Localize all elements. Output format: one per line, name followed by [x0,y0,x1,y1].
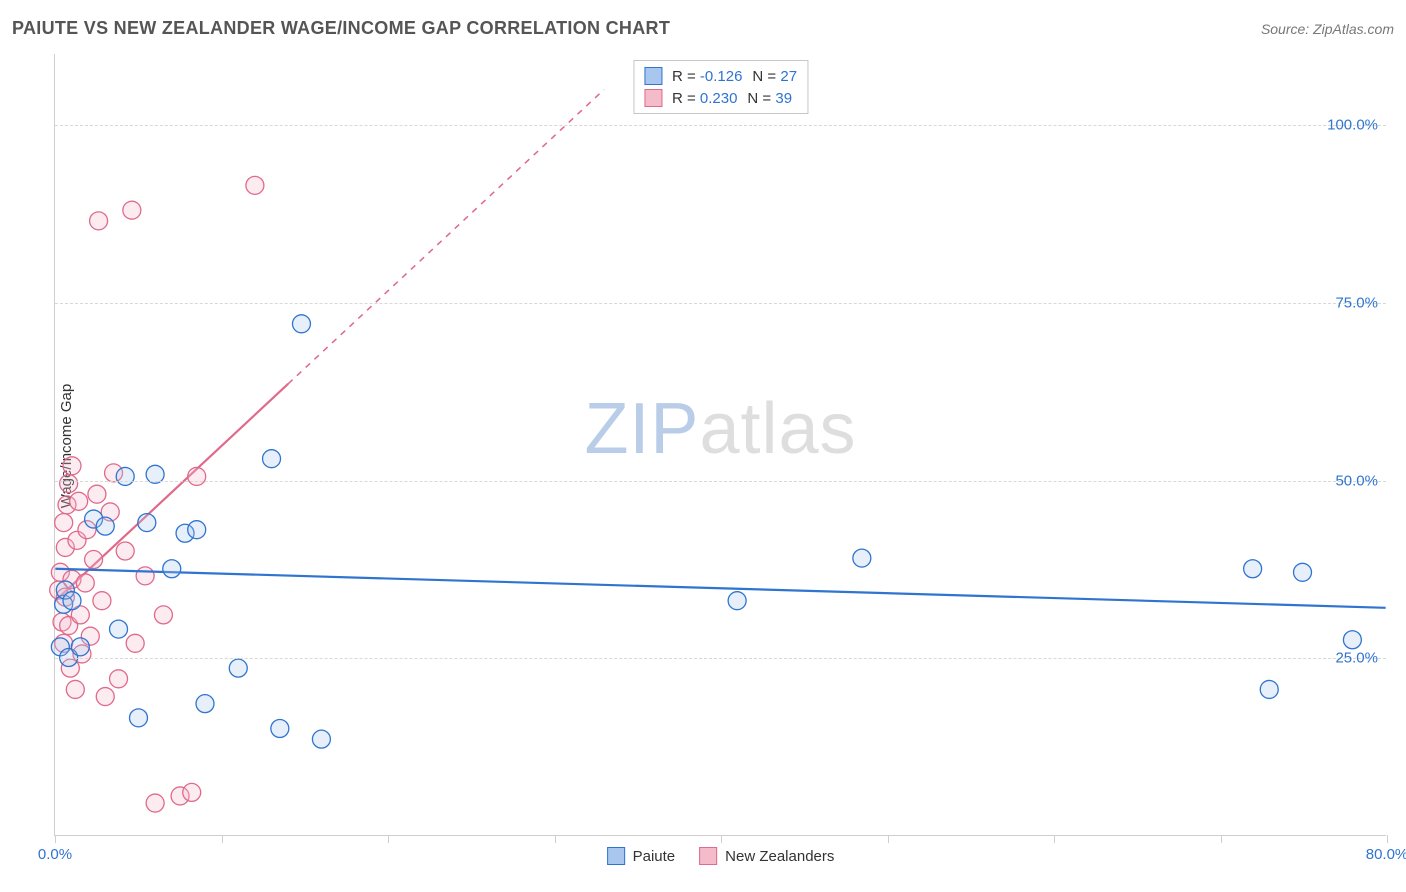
data-point-newzealanders [110,670,128,688]
y-tick-label: 50.0% [1335,472,1378,489]
data-point-newzealanders [90,212,108,230]
data-point-paiute [263,450,281,468]
x-tick-label: 80.0% [1366,846,1406,863]
x-tick [555,835,556,843]
series-legend: Paiute New Zealanders [607,847,835,865]
data-point-paiute [138,514,156,532]
data-point-newzealanders [55,514,73,532]
regression-line-dashed-newzealanders [288,90,604,384]
swatch-nz [644,89,662,107]
correlation-legend: R = -0.126 N = 27 R = 0.230 N = 39 [633,60,808,114]
swatch-paiute-bottom [607,847,625,865]
x-tick [388,835,389,843]
x-tick [222,835,223,843]
data-point-newzealanders [96,688,114,706]
plot-svg [55,54,1386,835]
data-point-newzealanders [70,492,88,510]
legend-row-nz: R = 0.230 N = 39 [644,87,797,109]
data-point-paiute [1343,631,1361,649]
x-tick [888,835,889,843]
data-point-paiute [196,695,214,713]
data-point-newzealanders [183,783,201,801]
legend-item-paiute: Paiute [607,847,676,865]
data-point-paiute [96,517,114,535]
r-label-paiute: R = -0.126 [672,68,742,85]
data-point-newzealanders [63,457,81,475]
legend-row-paiute: R = -0.126 N = 27 [644,65,797,87]
x-tick [721,835,722,843]
data-point-newzealanders [126,634,144,652]
data-point-newzealanders [93,592,111,610]
x-tick-label: 0.0% [38,846,72,863]
n-label-nz: N = 39 [747,90,792,107]
data-point-paiute [271,720,289,738]
data-point-newzealanders [146,794,164,812]
gridline-h [55,303,1386,304]
data-point-newzealanders [66,680,84,698]
gridline-h [55,658,1386,659]
gridline-h [55,481,1386,482]
data-point-newzealanders [154,606,172,624]
data-point-newzealanders [246,176,264,194]
data-point-paiute [853,549,871,567]
source-label: Source: ZipAtlas.com [1261,21,1394,37]
data-point-paiute [1260,680,1278,698]
data-point-paiute [130,709,148,727]
data-point-paiute [188,521,206,539]
x-tick [55,835,56,843]
data-point-paiute [728,592,746,610]
data-point-paiute [116,467,134,485]
y-tick-label: 100.0% [1327,117,1378,134]
data-point-paiute [229,659,247,677]
chart-plot-area: ZIPatlas R = -0.126 N = 27 R = 0.230 N =… [54,54,1386,836]
swatch-nz-bottom [699,847,717,865]
data-point-newzealanders [188,467,206,485]
r-label-nz: R = 0.230 [672,90,737,107]
data-point-newzealanders [136,567,154,585]
data-point-newzealanders [123,201,141,219]
y-tick-label: 25.0% [1335,650,1378,667]
gridline-h [55,125,1386,126]
data-point-newzealanders [116,542,134,560]
legend-label-paiute: Paiute [633,848,676,865]
data-point-newzealanders [88,485,106,503]
data-point-newzealanders [60,475,78,493]
data-point-paiute [63,592,81,610]
data-point-newzealanders [76,574,94,592]
data-point-paiute [163,560,181,578]
chart-title: PAIUTE VS NEW ZEALANDER WAGE/INCOME GAP … [12,18,670,39]
legend-item-nz: New Zealanders [699,847,834,865]
y-tick-label: 75.0% [1335,294,1378,311]
data-point-paiute [312,730,330,748]
data-point-newzealanders [85,551,103,569]
x-tick [1387,835,1388,843]
data-point-paiute [71,638,89,656]
x-tick [1221,835,1222,843]
x-tick [1054,835,1055,843]
data-point-paiute [292,315,310,333]
regression-line-paiute [55,569,1385,608]
legend-label-nz: New Zealanders [725,848,834,865]
data-point-paiute [1244,560,1262,578]
data-point-paiute [1294,563,1312,581]
n-label-paiute: N = 27 [752,68,797,85]
data-point-paiute [110,620,128,638]
swatch-paiute [644,67,662,85]
